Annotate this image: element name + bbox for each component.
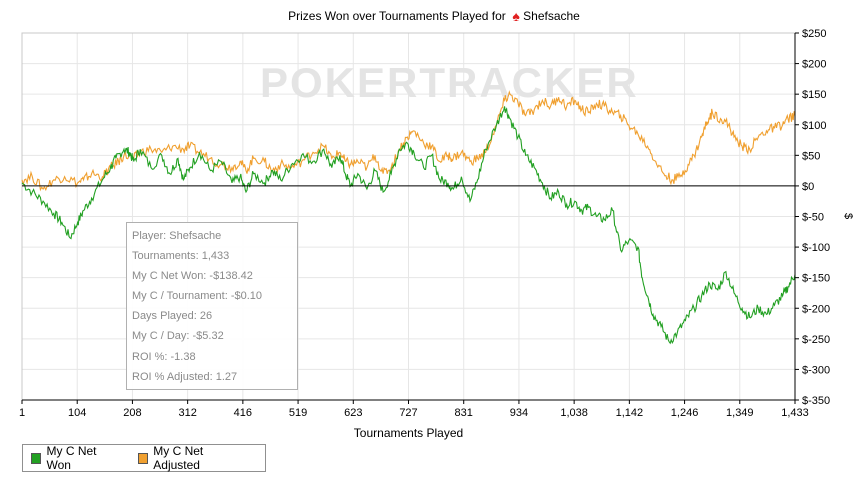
y-tick-label: $-250	[802, 334, 830, 346]
y-axis-label: $	[842, 213, 854, 219]
x-tick-label: 831	[455, 407, 473, 419]
stat-tournaments: Tournaments: 1,433	[132, 250, 230, 263]
stat-roi-adjusted: ROI % Adjusted: 1.27	[132, 370, 238, 383]
stat-roi: ROI %: -1.38	[132, 350, 196, 363]
stat-per-tournament: My C / Tournament: -$0.10	[132, 290, 263, 303]
spade-icon: ♠	[512, 8, 520, 24]
y-tick-label: $-100	[802, 242, 830, 254]
chart-axes: $250 $200 $150 $100 $50 $0 $-50 $-100 $-150 $-200…	[19, 28, 854, 419]
y-tick-label: $-50	[802, 212, 824, 224]
series-line-net-won	[21, 106, 796, 345]
series-layer	[21, 90, 796, 345]
y-tick-label: $50	[802, 150, 820, 162]
y-tick-label: $-150	[802, 273, 830, 285]
legend-label-net-adjusted: My C Net Adjusted	[153, 444, 204, 472]
y-tick-label: $0	[802, 181, 814, 193]
x-tick-label: 416	[234, 407, 252, 419]
stat-player: Player: Shefsache	[132, 230, 222, 242]
x-tick-label: 727	[399, 407, 417, 419]
x-tick-label: 1,038	[560, 407, 588, 419]
x-axis-label: Tournaments Played	[353, 426, 464, 440]
legend-item-net-adjusted[interactable]: My C Net Adjusted	[137, 444, 247, 472]
y-tick-label: $150	[802, 89, 826, 101]
y-tick-label: $100	[802, 120, 826, 132]
x-tick-label: 208	[123, 407, 141, 419]
stat-per-day: My C / Day: -$5.32	[132, 330, 224, 343]
legend-label-net-won: My C Net Won	[46, 444, 97, 472]
x-tick-label: 1,246	[671, 407, 699, 419]
player-name: Shefsache	[523, 9, 580, 23]
watermark-text: POKERTRACKER	[260, 59, 639, 106]
y-tick-label: $-300	[802, 364, 830, 376]
legend-swatch-net-won	[31, 452, 42, 464]
x-tick-label: 934	[510, 407, 528, 419]
x-tick-label: 312	[178, 407, 196, 419]
x-tick-label: 1,433	[781, 407, 809, 419]
x-tick-label: 1,142	[616, 407, 644, 419]
y-tick-label: $250	[802, 28, 826, 40]
chart-title-text: Prizes Won over Tournaments Played for	[288, 9, 506, 23]
chart-legend: My C Net Won My C Net Adjusted	[22, 444, 266, 472]
x-tick-label: 623	[344, 407, 362, 419]
y-tick-label: $-200	[802, 303, 830, 315]
chart-title: Prizes Won over Tournaments Played for ♠…	[0, 8, 868, 24]
series-line-net-adjusted	[21, 90, 796, 192]
x-tick-label: 1	[19, 407, 25, 419]
stat-days-played: Days Played: 26	[132, 310, 213, 323]
y-tick-label: $200	[802, 59, 826, 71]
stat-net-won: My C Net Won: -$138.42	[132, 270, 253, 283]
x-tick-label: 104	[68, 407, 86, 419]
legend-swatch-net-adjusted	[137, 452, 149, 464]
player-stats-box: Player: Shefsache Tournaments: 1,433 My …	[126, 222, 298, 390]
y-tick-label: $-350	[802, 395, 830, 407]
x-tick-label: 519	[289, 407, 307, 419]
legend-item-net-won[interactable]: My C Net Won	[31, 444, 120, 472]
x-tick-label: 1,349	[726, 407, 754, 419]
